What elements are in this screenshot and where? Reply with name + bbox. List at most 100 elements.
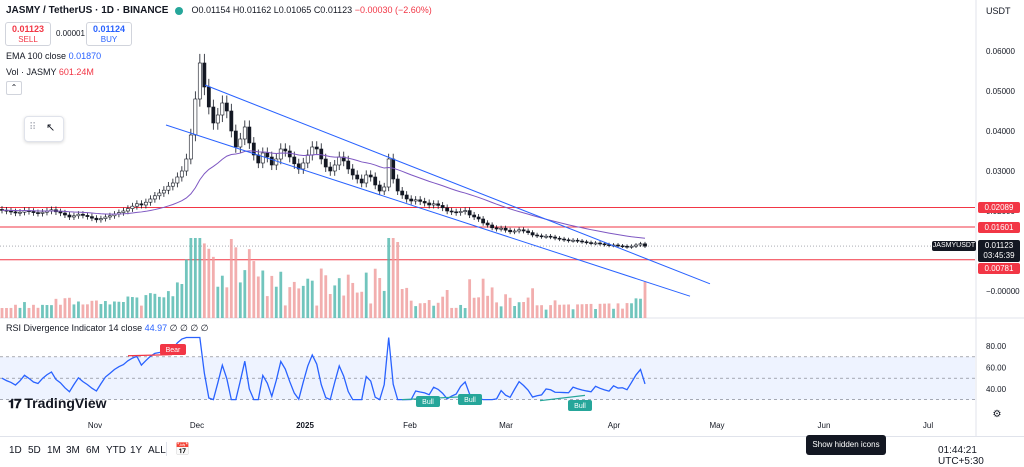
candle-body xyxy=(562,238,566,241)
bear-label-box xyxy=(160,344,186,355)
candle-body xyxy=(269,156,274,166)
volume-bar xyxy=(306,278,310,318)
candle-body xyxy=(292,156,297,165)
volume-bar xyxy=(486,295,490,318)
tf-1y[interactable]: 1Y xyxy=(130,445,143,456)
volume-bar xyxy=(18,307,22,318)
candle-body xyxy=(548,235,553,238)
volume-bar xyxy=(603,303,606,318)
candle-body xyxy=(202,62,207,88)
volume-bar xyxy=(292,281,296,318)
volume-bar xyxy=(409,300,413,318)
sell-price: 0.01123 xyxy=(11,24,45,34)
candle-body xyxy=(436,203,441,206)
volume-bar xyxy=(14,304,17,318)
tf-1m[interactable]: 1M xyxy=(47,445,61,456)
tf-ytd[interactable]: YTD xyxy=(106,445,126,456)
drag-handle-icon[interactable]: ⠿ xyxy=(29,122,37,133)
volume-bar xyxy=(122,302,125,318)
volume-bar xyxy=(337,278,341,318)
current-price: 0.01123 xyxy=(984,241,1014,250)
level-chip-1: 0.02089 xyxy=(978,202,1020,213)
volume-bar xyxy=(535,305,539,318)
candle-body xyxy=(467,210,472,216)
bull-label: Bull xyxy=(422,399,434,406)
tradingview-logo[interactable]: 𝟏𝟕 TradingView xyxy=(8,395,107,412)
candle-body xyxy=(476,216,481,220)
volume-bar xyxy=(544,309,548,318)
candle-body xyxy=(643,243,647,247)
tf-all[interactable]: ALL xyxy=(148,445,166,456)
volume-bar xyxy=(454,307,458,318)
hidden-icons-tooltip: Show hidden icons xyxy=(806,435,886,455)
candle-body xyxy=(413,199,418,202)
volume-bar xyxy=(274,286,278,318)
bull-label-box xyxy=(568,400,592,411)
candle-body xyxy=(620,245,625,248)
volume-label: Vol · JASMY xyxy=(6,67,57,77)
tf-3m[interactable]: 3M xyxy=(66,445,80,456)
volume-bar xyxy=(382,290,386,318)
candle-body xyxy=(99,218,103,221)
buy-button[interactable]: 0.01124 BUY xyxy=(86,22,132,46)
candle-body xyxy=(521,229,526,232)
calendar-icon[interactable]: 📅 xyxy=(175,442,190,456)
candle-body xyxy=(108,215,112,218)
volume-bar xyxy=(90,300,94,318)
volume-bar xyxy=(418,303,422,318)
volume-bar xyxy=(549,305,552,318)
tf-5d[interactable]: 5D xyxy=(28,445,41,456)
volume-bar xyxy=(247,249,251,318)
volume-bar xyxy=(270,275,274,318)
candle-body xyxy=(224,102,229,112)
candle-body xyxy=(400,190,405,196)
volume-bar xyxy=(189,238,193,318)
volume-bar xyxy=(463,308,467,318)
volume-bar xyxy=(643,281,647,318)
candle-body xyxy=(440,205,445,209)
volume-bar xyxy=(508,297,512,318)
volume-bar xyxy=(139,305,143,318)
volume-bar xyxy=(207,248,211,318)
rsi-legend[interactable]: RSI Divergence Indicator 14 close 44.97 … xyxy=(6,323,209,334)
collapse-legend-icon[interactable]: ⌃ xyxy=(6,81,22,95)
candle-body xyxy=(355,174,360,180)
channel-upper-line xyxy=(204,84,711,285)
volume-bar xyxy=(364,272,368,318)
currency-label[interactable]: USDT xyxy=(986,6,1011,16)
volume-bar xyxy=(594,309,597,318)
ema-legend[interactable]: EMA 100 close 0.01870 xyxy=(6,51,101,61)
candle-body xyxy=(350,168,355,176)
volume-bar xyxy=(243,270,247,318)
settings-gear-icon[interactable]: ⚙ xyxy=(992,409,1002,420)
volume-bar xyxy=(477,297,481,318)
candle-body xyxy=(274,158,279,166)
volume-bar xyxy=(585,304,588,318)
tf-6m[interactable]: 6M xyxy=(86,445,100,456)
volume-bar xyxy=(5,308,8,318)
ohlc-high: H0.01162 xyxy=(232,5,272,15)
cursor-icon[interactable]: ↖ xyxy=(46,122,56,134)
candle-body xyxy=(121,210,126,213)
bull-label-box xyxy=(458,394,482,405)
sell-button[interactable]: 0.01123 SELL xyxy=(5,22,51,46)
bull-label: Bull xyxy=(464,397,476,404)
volume-bar xyxy=(607,303,611,318)
candle-body xyxy=(323,158,328,168)
drawing-toolbar[interactable]: ⠿ ↖ xyxy=(24,116,64,142)
candle-body xyxy=(557,237,562,240)
candle-body xyxy=(472,214,477,218)
symbol-title[interactable]: JASMY / TetherUS · 1D · BINANCE xyxy=(6,5,169,16)
clock[interactable]: 01:44:21 UTC+5:30 xyxy=(938,445,984,467)
volume-legend[interactable]: Vol · JASMY 601.24M xyxy=(6,67,94,77)
tf-1d[interactable]: 1D xyxy=(9,445,22,456)
volume-bar xyxy=(580,304,584,318)
candle-body xyxy=(81,213,85,216)
price-tick-label: 0.06000 xyxy=(986,47,1015,56)
candle-body xyxy=(310,146,315,156)
candle-body xyxy=(553,236,557,239)
bull-divergence-line xyxy=(539,394,586,402)
volume-bar xyxy=(220,275,224,318)
volume-bar xyxy=(351,282,355,318)
